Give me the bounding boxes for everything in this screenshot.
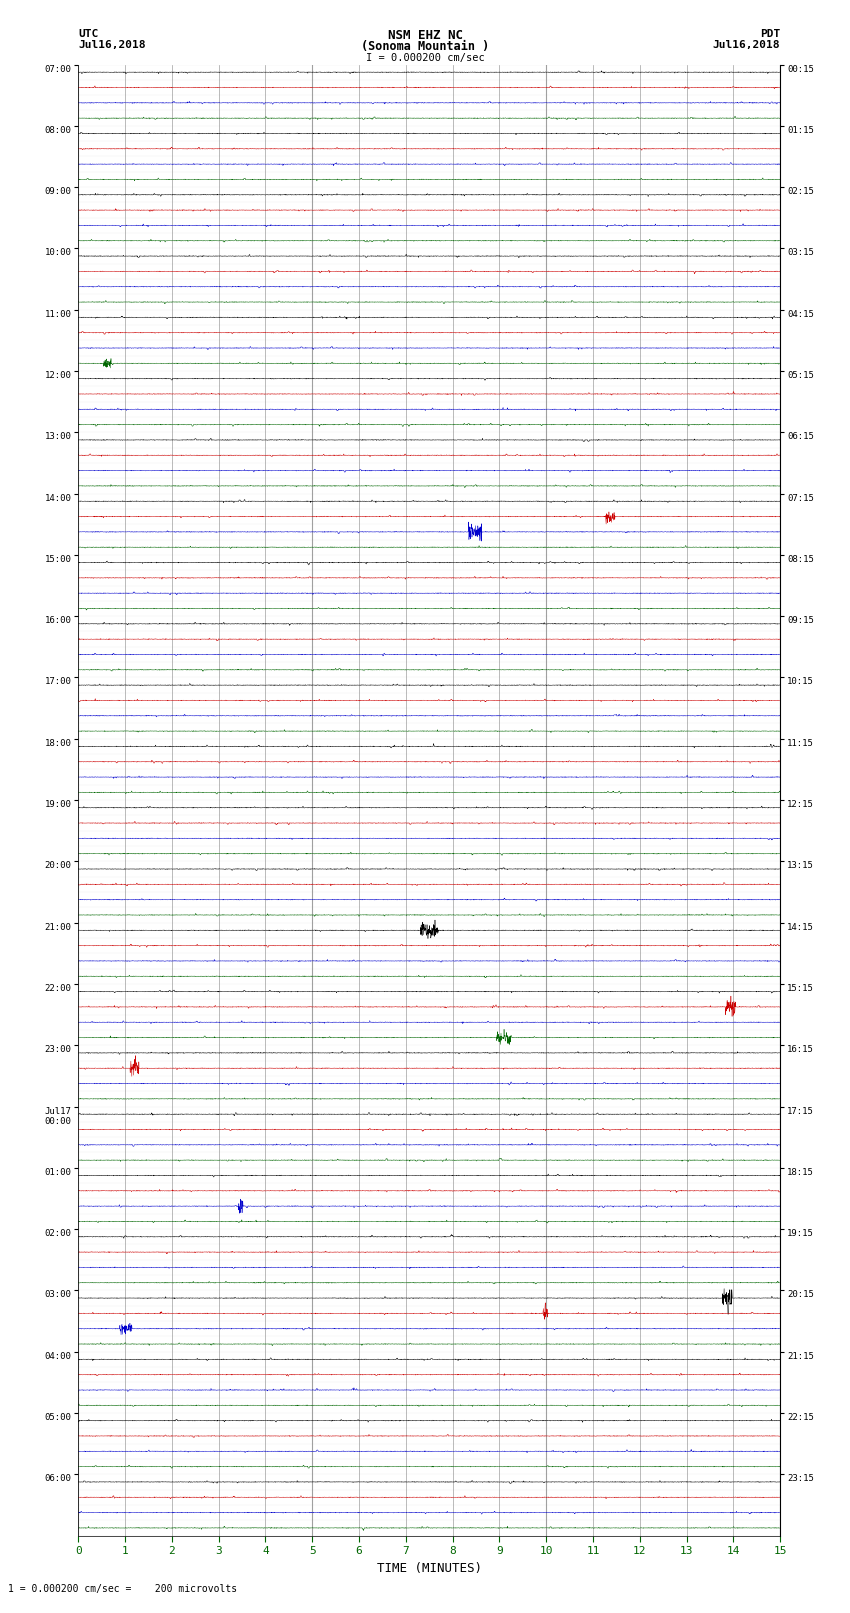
Text: Jul16,2018: Jul16,2018: [78, 40, 145, 50]
Text: PDT: PDT: [760, 29, 780, 39]
Text: I = 0.000200 cm/sec: I = 0.000200 cm/sec: [366, 53, 484, 63]
Text: UTC: UTC: [78, 29, 99, 39]
Text: NSM EHZ NC: NSM EHZ NC: [388, 29, 462, 42]
Text: Jul16,2018: Jul16,2018: [713, 40, 780, 50]
Text: 1 = 0.000200 cm/sec =    200 microvolts: 1 = 0.000200 cm/sec = 200 microvolts: [8, 1584, 238, 1594]
X-axis label: TIME (MINUTES): TIME (MINUTES): [377, 1561, 482, 1574]
Text: (Sonoma Mountain ): (Sonoma Mountain ): [361, 40, 489, 53]
